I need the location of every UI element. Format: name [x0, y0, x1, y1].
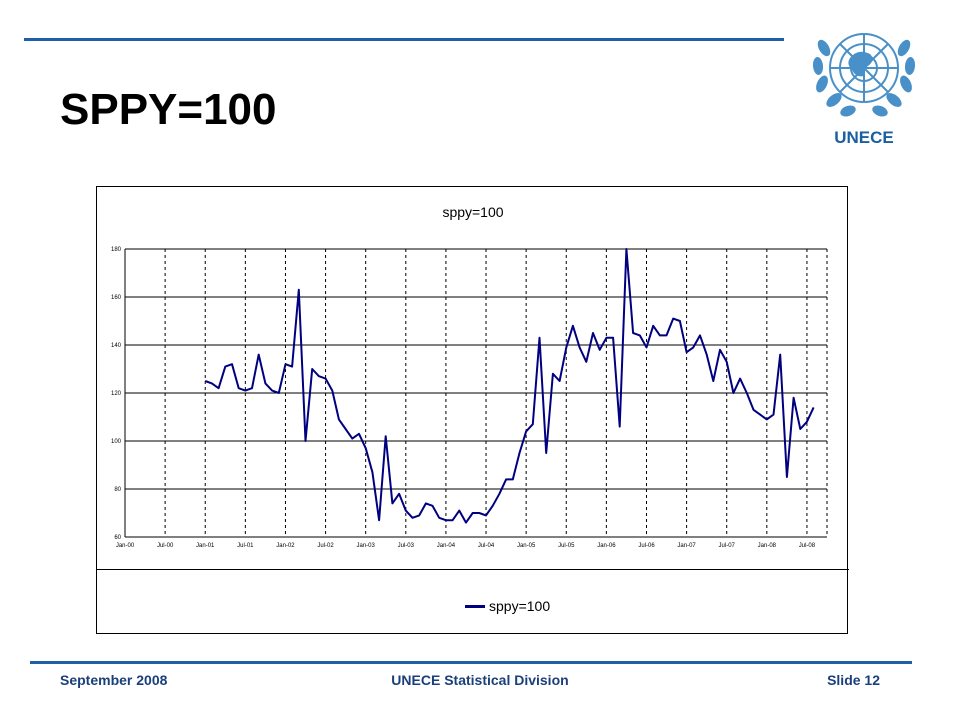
top-rule [24, 38, 784, 41]
x-tick-label: Jan-02 [276, 543, 295, 549]
footer-organization: UNECE Statistical Division [391, 672, 569, 688]
x-tick-label: Jan-06 [597, 543, 616, 549]
logo-text: UNECE [834, 128, 894, 147]
x-tick-label: Jan-00 [116, 543, 135, 549]
y-tick-label: 180 [111, 247, 122, 253]
x-tick-label: Jul-01 [237, 543, 254, 549]
chart-frame: sppy=100 60 80 100 120 140 160 180 Jan-00 Jul-00… [96, 186, 849, 634]
legend-label: sppy=100 [489, 598, 551, 614]
bottom-rule [30, 661, 912, 664]
x-tick-label: Jan-01 [196, 543, 215, 549]
x-tick-label: Jan-03 [357, 543, 376, 549]
y-tick-label: 140 [111, 343, 122, 349]
legend: sppy=100 [97, 569, 849, 631]
y-tick-label: 100 [111, 439, 122, 445]
y-tick-label: 160 [111, 295, 122, 301]
x-tick-label: Jul-08 [799, 543, 816, 549]
y-tick-label: 120 [111, 391, 122, 397]
slide-title: SPPY=100 [60, 85, 277, 134]
series-line [204, 248, 815, 524]
un-emblem-graphic [812, 33, 916, 117]
x-tick-label: Jan-07 [677, 543, 696, 549]
x-tick-label: Jul-02 [317, 543, 334, 549]
x-tick-label: Jul-06 [638, 543, 655, 549]
y-tick-label: 60 [114, 535, 121, 541]
x-tick-label: Jan-05 [517, 543, 536, 549]
footer-slide-number: Slide 12 [827, 672, 880, 688]
footer-date: September 2008 [60, 672, 168, 688]
x-tick-label: Jan-08 [758, 543, 777, 549]
x-tick-label: Jul-07 [719, 543, 736, 549]
x-tick-label: Jan-04 [437, 543, 456, 549]
y-tick-label: 80 [114, 487, 121, 493]
x-tick-label: Jul-05 [558, 543, 575, 549]
x-tick-label: Jul-00 [157, 543, 174, 549]
legend-swatch [465, 604, 485, 608]
chart-plot: sppy=100 60 80 100 120 140 160 180 Jan-00 Jul-00… [111, 204, 828, 549]
x-tick-label: Jul-04 [478, 543, 495, 549]
un-emblem-icon: UNECE [806, 18, 922, 150]
x-tick-label: Jul-03 [398, 543, 415, 549]
chart-title: sppy=100 [442, 204, 503, 220]
